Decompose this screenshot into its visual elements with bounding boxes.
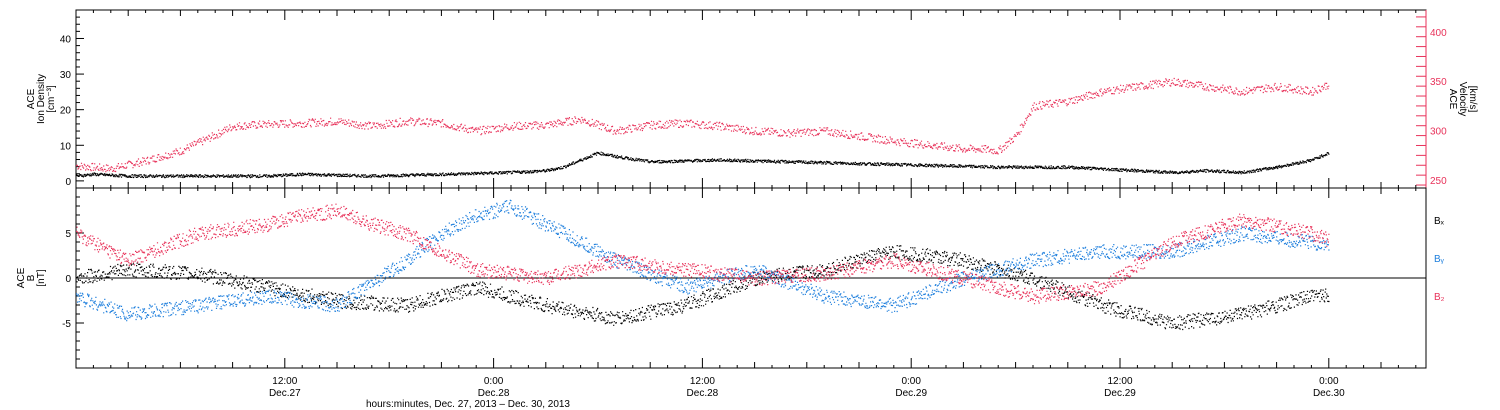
density-tick-label: 10 <box>60 141 72 152</box>
b-axis-ticks: -5 0 5 <box>62 196 84 360</box>
date-tick-label: Dec.28 <box>687 388 719 399</box>
density-axis-label-line1: ACE <box>26 88 37 109</box>
time-tick-label: 0:00 <box>484 376 504 387</box>
b-axis-label-line1: ACE <box>16 267 27 288</box>
legend-by: Bᵧ <box>1434 254 1445 265</box>
magnetic-field-panel: -5 0 5 ACE B [nT] Bₓ Bᵧ B₂ <box>16 187 1445 369</box>
b-tick-label: 0 <box>65 274 71 285</box>
time-tick-label: 12:00 <box>272 376 297 387</box>
density-tick-label: 20 <box>60 106 72 117</box>
date-tick-label: Dec.29 <box>1104 388 1136 399</box>
velocity-series <box>76 77 1330 173</box>
velocity-axis-ticks: 250 300 350 400 <box>1416 10 1447 188</box>
b-tick-label: 5 <box>65 229 71 240</box>
time-tick-label: 0:00 <box>901 376 921 387</box>
density-tick-label: 40 <box>60 34 72 45</box>
date-tick-label: Dec.27 <box>269 388 301 399</box>
date-tick-label: Dec.28 <box>478 388 510 399</box>
by-series <box>76 199 1330 322</box>
ion-density-series <box>76 151 1330 179</box>
time-axis: 12:00Dec.270:00Dec.2812:00Dec.280:00Dec.… <box>75 10 1417 399</box>
b-axis-label-line2: B <box>26 274 37 281</box>
density-axis-label-line3: [cm⁻³] <box>46 85 57 113</box>
density-axis-ticks: 0 10 20 30 40 <box>60 16 84 188</box>
legend-bz: B₂ <box>1434 292 1445 303</box>
velocity-tick-label: 400 <box>1430 28 1447 39</box>
velocity-axis-label-line3: [km/s] <box>1467 86 1478 113</box>
time-axis-title: hours:minutes, Dec. 27, 2013 – Dec. 30, … <box>366 399 570 410</box>
date-tick-label: Dec.30 <box>1313 388 1345 399</box>
time-tick-label: 12:00 <box>690 376 715 387</box>
velocity-tick-label: 300 <box>1430 127 1447 138</box>
legend-bx: Bₓ <box>1434 216 1445 227</box>
time-tick-label: 12:00 <box>1107 376 1132 387</box>
velocity-tick-label: 350 <box>1430 77 1447 88</box>
date-tick-label: Dec.29 <box>895 388 927 399</box>
density-tick-label: 0 <box>65 177 71 188</box>
top-panel-data <box>76 77 1330 179</box>
time-tick-label: 0:00 <box>1319 376 1339 387</box>
b-tick-label: -5 <box>62 319 71 330</box>
bottom-panel-data <box>76 199 1330 331</box>
b-axis-label-line3: [nT] <box>36 269 47 286</box>
density-tick-label: 30 <box>60 70 72 81</box>
velocity-axis-label-line2: Velocity <box>1457 82 1468 116</box>
velocity-axis-label-line1: ACE <box>1447 89 1458 110</box>
velocity-tick-label: 250 <box>1430 176 1447 187</box>
density-axis-label-line2: Ion Density <box>36 74 47 124</box>
